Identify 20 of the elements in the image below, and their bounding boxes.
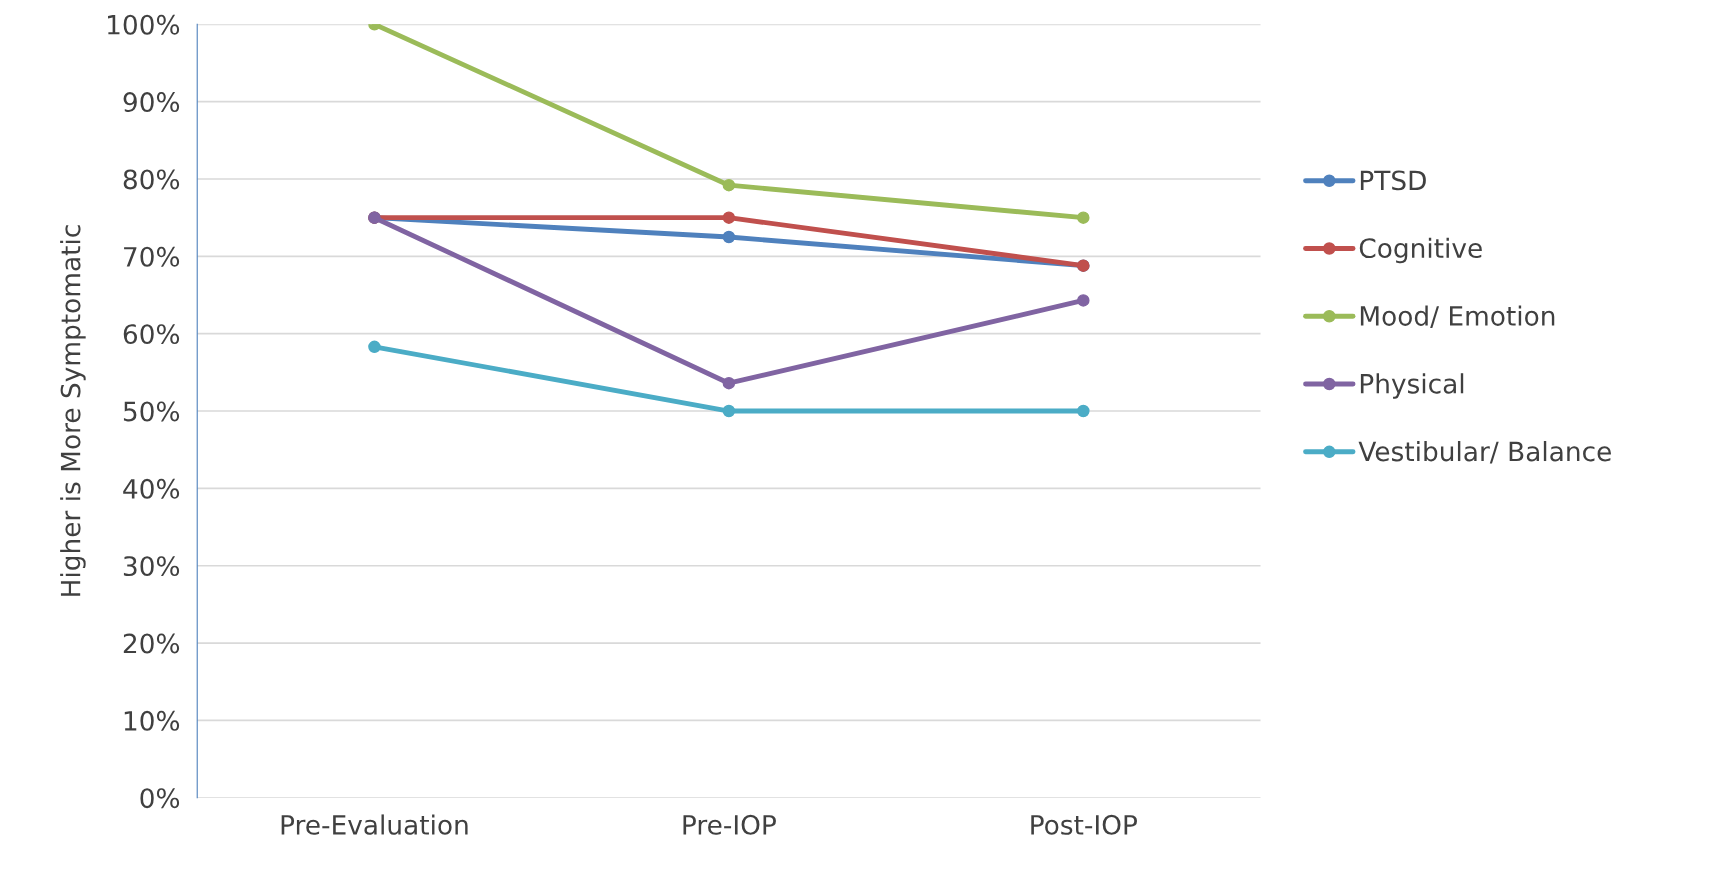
y-tick-label: 0% [140, 788, 180, 809]
x-tick-label: Post-IOP [1031, 814, 1137, 835]
legend-label: PTSD [1360, 170, 1426, 191]
y-tick-label: 20% [123, 633, 180, 654]
legend-label: Cognitive [1359, 237, 1482, 264]
y-tick-label: 10% [124, 710, 180, 731]
x-tick-label: Pre-IOP [683, 814, 776, 835]
y-tick-label: 80% [123, 169, 180, 190]
y-tick-label: 60% [123, 324, 180, 345]
y-tick-label: 30% [123, 556, 180, 577]
y-tick-label: 40% [123, 478, 180, 499]
y-tick-label: 70% [124, 246, 180, 267]
legend-label: Physical [1360, 373, 1464, 399]
y-tick-label: 50% [123, 401, 180, 422]
y-axis-title: Higher is More Symptomatic [60, 225, 86, 596]
y-tick-label: 100% [108, 14, 180, 35]
legend-label: Mood/ Emotion [1360, 305, 1555, 328]
x-tick-label: Pre-Evaluation [281, 814, 468, 835]
y-tick-label: 90% [123, 92, 180, 113]
legend-label: Vestibular/ Balance [1358, 440, 1611, 464]
